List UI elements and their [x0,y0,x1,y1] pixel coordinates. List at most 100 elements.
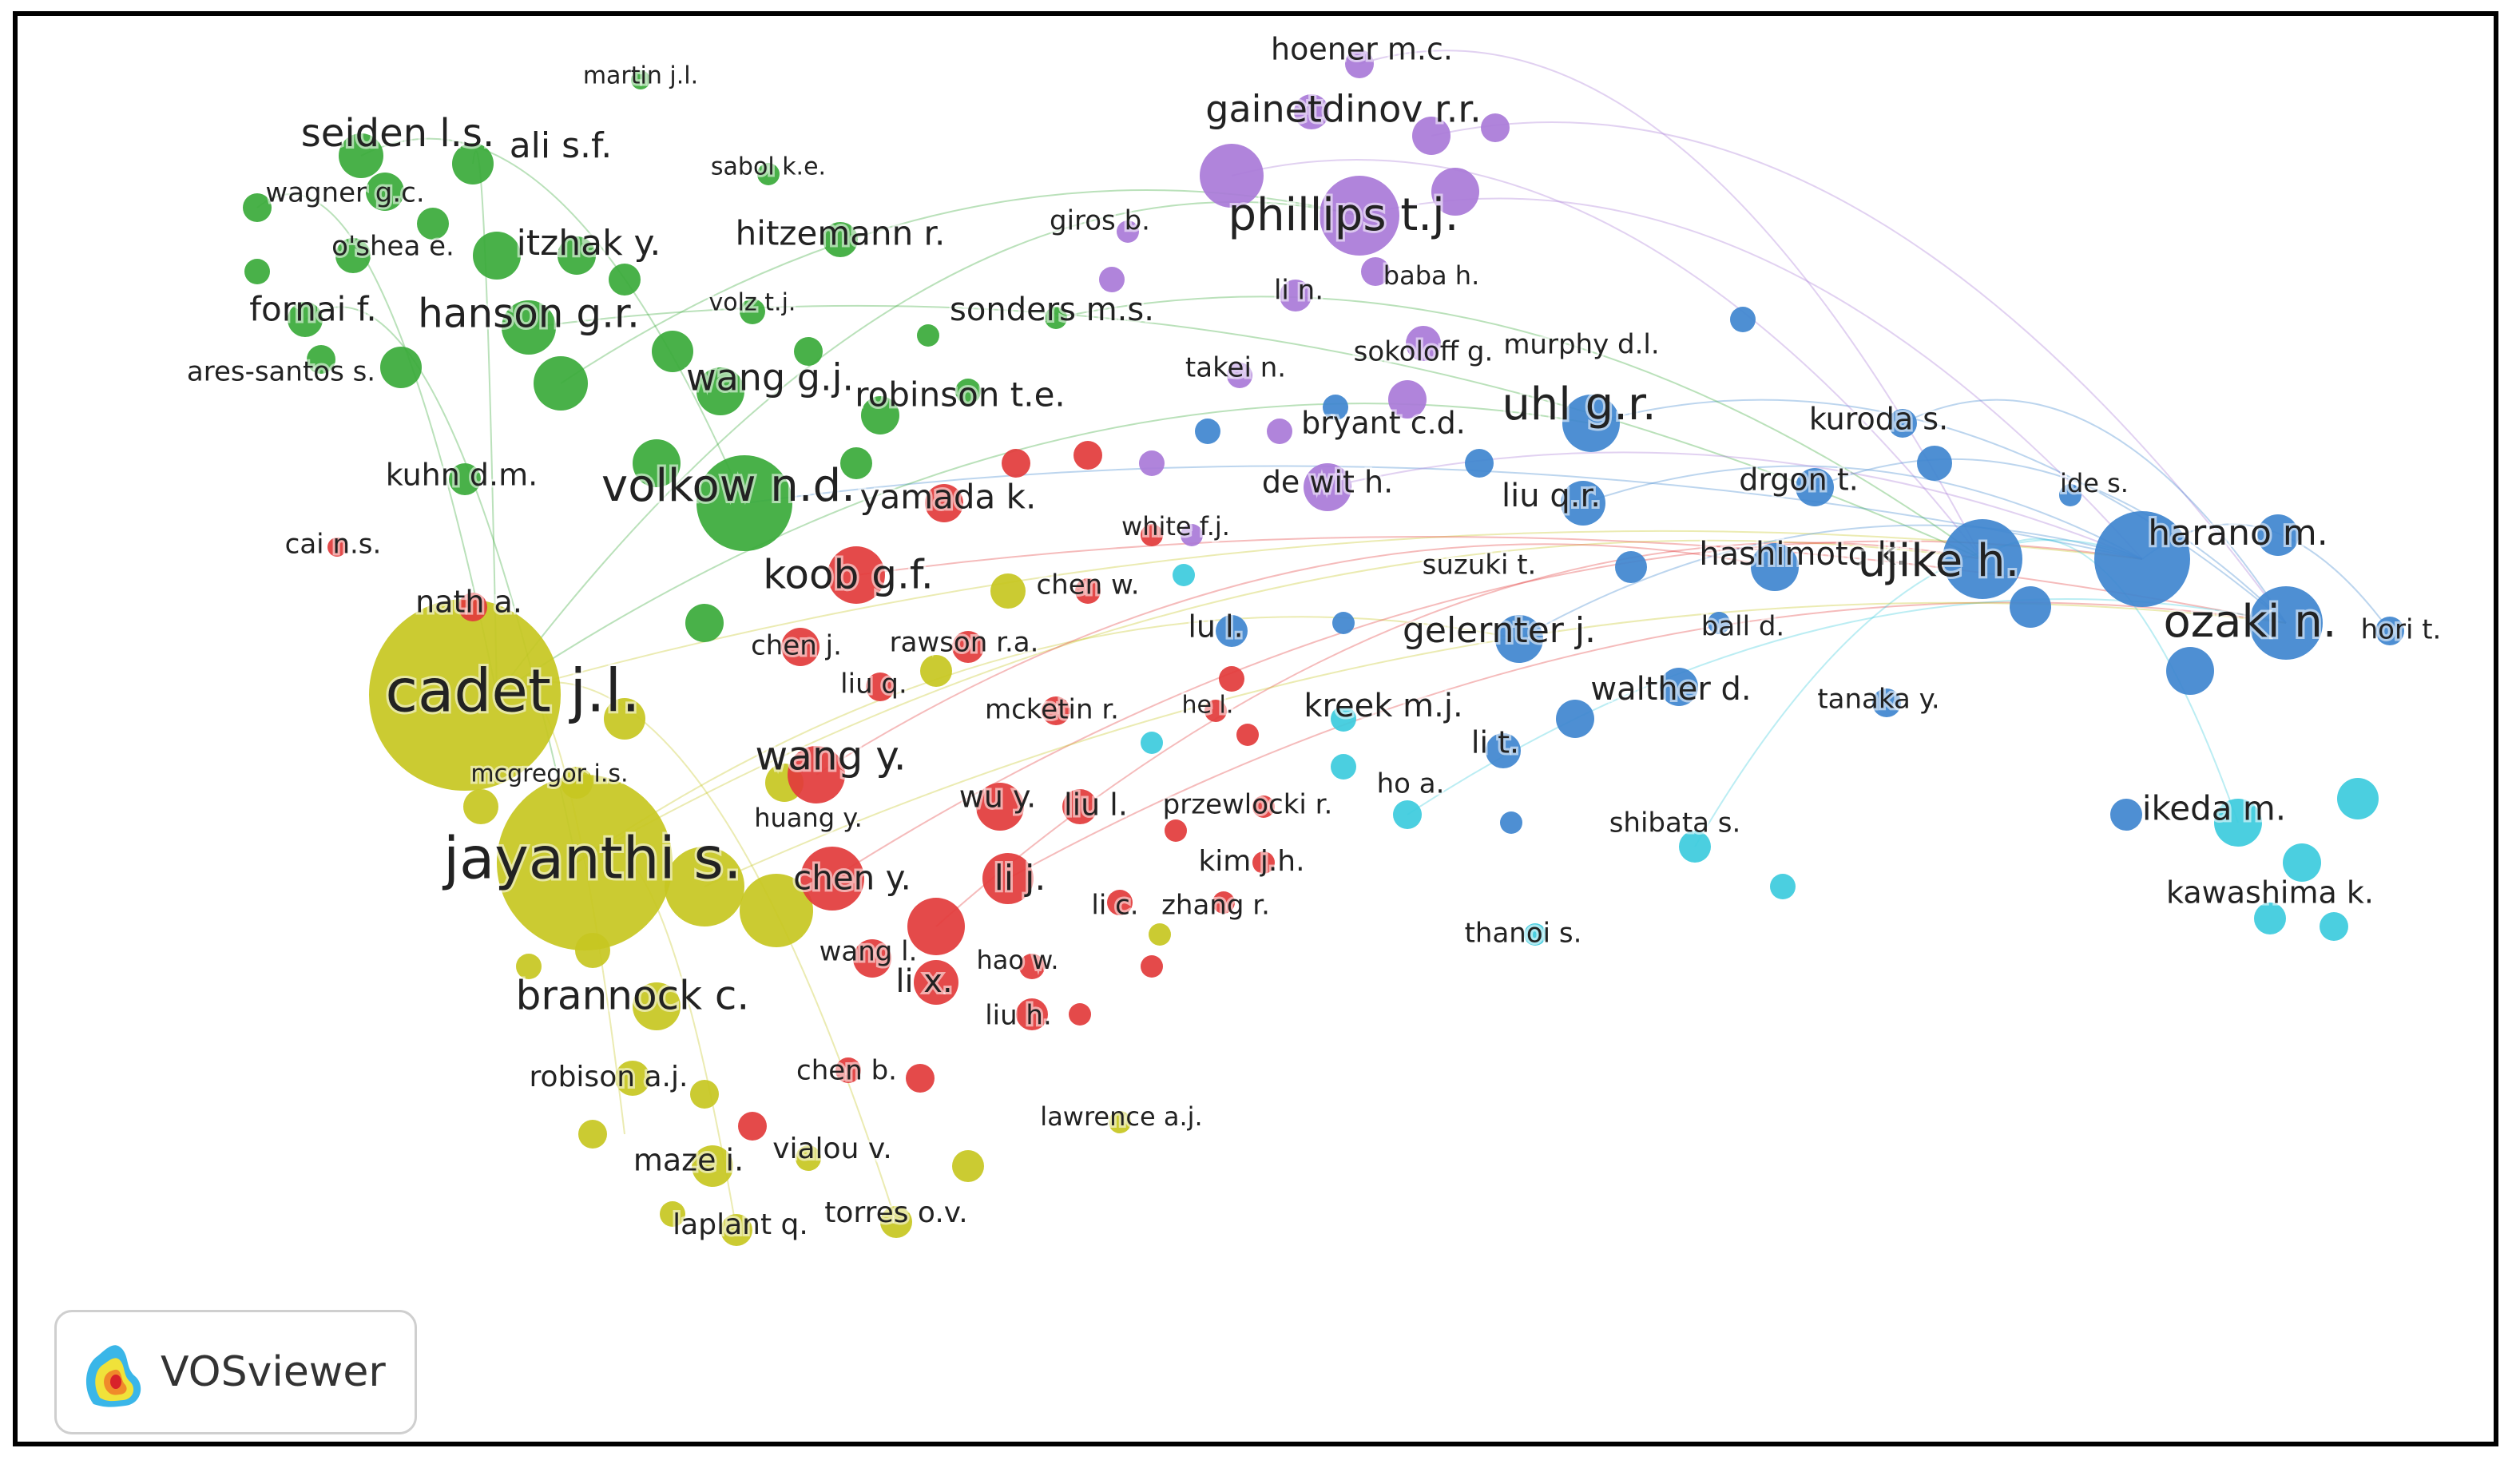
author-label[interactable]: laplant q. [670,1206,811,1244]
author-label[interactable]: sabol k.e. [708,151,828,184]
node-blue[interactable] [1730,307,1756,332]
author-label[interactable]: liu l. [1062,785,1130,825]
author-label[interactable]: vialou v. [770,1130,895,1168]
author-label[interactable]: robison a.j. [527,1058,691,1096]
author-label[interactable]: koob g.f. [760,550,935,601]
author-label[interactable]: rawson r.a. [887,625,1042,661]
author-label[interactable]: li j. [992,855,1049,901]
node-green[interactable] [794,337,823,366]
node-yellow[interactable] [516,954,542,979]
node-red[interactable] [1252,851,1275,874]
node-purple[interactable] [1361,257,1390,286]
node-green[interactable] [335,238,371,273]
author-label[interactable]: ali s.f. [507,123,615,169]
node-cyan[interactable] [1141,732,1163,754]
node-blue[interactable] [1943,519,2022,599]
node-red[interactable] [1073,441,1102,470]
node-red[interactable] [866,673,895,701]
node-blue[interactable] [2110,799,2142,831]
author-label[interactable]: chen y. [791,856,914,900]
author-label[interactable]: ikeda m. [2140,787,2288,831]
node-purple[interactable] [1294,94,1329,129]
node-green[interactable] [609,264,641,296]
node-green[interactable] [757,163,780,185]
author-label[interactable]: uhl g.r. [1499,376,1658,433]
author-label[interactable]: gelernter j. [1400,608,1598,653]
author-label[interactable]: kawashima k. [2164,873,2376,913]
node-cyan[interactable] [1331,754,1356,780]
node-blue[interactable] [1500,811,1522,834]
author-label[interactable]: wang l. [817,934,920,970]
node-blue[interactable] [1917,446,1952,481]
author-label[interactable]: zhang r. [1159,887,1272,924]
node-blue[interactable] [1751,543,1799,591]
node-red[interactable] [853,939,891,978]
node-cyan[interactable] [1770,874,1796,899]
author-label[interactable]: o'shea e. [329,228,457,265]
node-purple[interactable] [1267,419,1292,444]
node-yellow[interactable] [578,1120,607,1149]
author-label[interactable]: drgon t. [1736,460,1861,500]
node-red[interactable] [788,746,845,803]
author-label[interactable]: wang y. [752,731,908,782]
node-yellow[interactable] [497,775,673,950]
node-cyan[interactable] [1393,800,1422,829]
node-green[interactable] [502,300,556,355]
node-cyan[interactable] [2337,778,2379,819]
node-green[interactable] [955,379,981,404]
author-label[interactable]: hanson g.r. [415,288,642,339]
author-label[interactable]: chen j. [748,628,844,665]
author-label[interactable]: shibata s. [1607,805,1744,842]
node-yellow[interactable] [740,874,813,947]
node-green[interactable] [696,455,792,551]
node-blue[interactable] [2249,586,2323,660]
node-blue[interactable] [2094,511,2190,607]
node-cyan[interactable] [1331,706,1356,732]
node-yellow[interactable] [880,1206,912,1238]
author-label[interactable]: hao w. [974,942,1061,978]
node-blue[interactable] [1465,449,1494,478]
node-purple[interactable] [1320,176,1399,256]
node-red[interactable] [925,484,963,522]
author-label[interactable]: harano m. [2145,510,2331,556]
node-yellow[interactable] [920,655,952,687]
node-yellow[interactable] [633,982,681,1030]
node-yellow[interactable] [720,1214,752,1246]
author-label[interactable]: fornai f. [247,288,379,331]
author-label[interactable]: ares-santos s. [185,354,378,391]
author-label[interactable]: li t. [1469,723,1522,763]
node-blue[interactable] [1561,481,1605,526]
node-green[interactable] [366,173,404,211]
node-purple[interactable] [1406,326,1441,361]
node-cyan[interactable] [2283,843,2321,882]
node-green[interactable] [473,232,521,280]
node-red[interactable] [1219,666,1244,692]
author-label[interactable]: li x. [893,961,954,1002]
node-green[interactable] [740,299,765,324]
node-yellow[interactable] [369,599,561,791]
author-label[interactable]: maze i. [631,1141,746,1180]
node-red[interactable] [1075,578,1101,604]
node-purple[interactable] [1431,168,1479,216]
node-blue[interactable] [1486,733,1521,768]
node-green[interactable] [288,302,323,337]
node-purple[interactable] [1280,280,1312,311]
node-red[interactable] [907,898,965,955]
author-label[interactable]: torres o.v. [822,1194,970,1232]
author-label[interactable]: hashimoto k. [1697,534,1908,575]
author-label[interactable]: gainetdinov r.r. [1203,85,1483,133]
author-label[interactable]: kuroda s. [1807,399,1951,439]
node-purple[interactable] [1388,380,1427,419]
node-green[interactable] [840,447,872,479]
author-label[interactable]: wagner g.c. [263,175,427,212]
node-green[interactable] [534,356,588,411]
author-label[interactable]: huang y. [752,800,864,835]
node-red[interactable] [982,853,1034,904]
node-yellow[interactable] [463,789,498,824]
node-yellow[interactable] [690,1080,719,1109]
node-red[interactable] [835,1057,861,1083]
node-blue[interactable] [1615,551,1647,583]
author-label[interactable]: tanaka y. [1815,681,1942,718]
node-red[interactable] [1252,795,1275,818]
author-label[interactable]: mcketin r. [982,692,1121,728]
